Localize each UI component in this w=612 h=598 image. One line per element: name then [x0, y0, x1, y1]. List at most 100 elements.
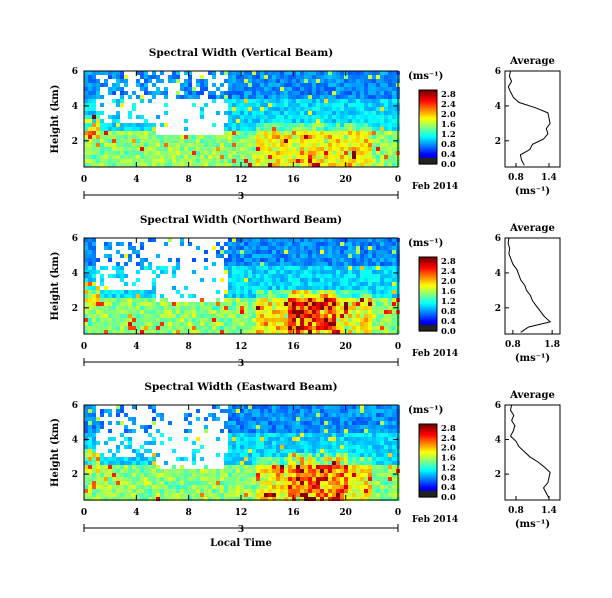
- heatmap-cell: [292, 262, 296, 266]
- heatmap-cell: [352, 485, 356, 489]
- heatmap-cell: [96, 417, 100, 421]
- colorbar-swatch: [419, 314, 437, 317]
- heatmap-cell: [264, 497, 268, 501]
- heatmap-cell: [204, 485, 208, 489]
- heatmap-cell: [280, 135, 284, 139]
- heatmap-cell: [256, 445, 260, 449]
- heatmap-cell: [388, 246, 392, 250]
- heatmap-cell: [332, 282, 336, 286]
- heatmap-cell: [364, 437, 368, 441]
- heatmap-cell: [320, 322, 324, 326]
- heatmap-cell: [340, 481, 344, 485]
- heatmap-cell: [256, 493, 260, 497]
- heatmap-cell: [244, 421, 248, 425]
- heatmap-cell: [248, 135, 252, 139]
- heatmap-cell: [364, 274, 368, 278]
- heatmap-cell: [144, 143, 148, 147]
- heatmap-cell: [248, 497, 252, 501]
- heatmap-cell: [308, 290, 312, 294]
- average-profile-line: [509, 404, 551, 499]
- heatmap-cell: [328, 489, 332, 493]
- heatmap-cell: [112, 485, 116, 489]
- heatmap-cell: [344, 119, 348, 123]
- heatmap-cell: [124, 469, 128, 473]
- heatmap-cell: [324, 139, 328, 143]
- heatmap-cell: [160, 155, 164, 159]
- heatmap-cell: [296, 497, 300, 501]
- heatmap-cell: [264, 163, 268, 167]
- heatmap-cell: [120, 469, 124, 473]
- heatmap-cell: [248, 159, 252, 163]
- heatmap-cell: [324, 99, 328, 103]
- heatmap-cell: [320, 147, 324, 151]
- heatmap-cell: [328, 298, 332, 302]
- heatmap-cell: [380, 278, 384, 282]
- heatmap-cell: [276, 91, 280, 95]
- heatmap-cell: [320, 477, 324, 481]
- heatmap-cell: [200, 135, 204, 139]
- heatmap-cell: [336, 159, 340, 163]
- colorbar-swatch: [419, 154, 437, 158]
- heatmap-cell: [128, 477, 132, 481]
- heatmap-cell: [308, 254, 312, 258]
- x-tick-label: 20: [339, 508, 352, 518]
- heatmap-cell: [308, 314, 312, 318]
- heatmap-cell: [384, 155, 388, 159]
- heatmap-cell: [160, 147, 164, 151]
- heatmap-cell: [372, 163, 376, 167]
- heatmap-cell: [260, 131, 264, 135]
- heatmap-cell: [160, 417, 164, 421]
- colorbar-swatch: [419, 127, 437, 130]
- heatmap-cell: [108, 497, 112, 501]
- colorbar-swatch: [419, 297, 437, 301]
- heatmap-cell: [220, 151, 224, 155]
- heatmap-cell: [184, 143, 188, 147]
- heatmap-cell: [308, 278, 312, 282]
- heatmap-cell: [284, 429, 288, 433]
- heatmap-cell: [364, 405, 368, 409]
- heatmap-cell: [340, 123, 344, 127]
- heatmap-cell: [384, 409, 388, 413]
- heatmap-cell: [284, 469, 288, 473]
- heatmap-cell: [104, 147, 108, 151]
- heatmap-cell: [288, 481, 292, 485]
- heatmap-cell: [244, 91, 248, 95]
- heatmap-cell: [124, 437, 128, 441]
- heatmap-cell: [248, 246, 252, 250]
- heatmap-cell: [244, 489, 248, 493]
- heatmap-cell: [268, 286, 272, 290]
- heatmap-cell: [376, 246, 380, 250]
- heatmap-cell: [388, 95, 392, 99]
- heatmap-cell: [228, 107, 232, 111]
- heatmap-cell: [320, 409, 324, 413]
- heatmap-cell: [156, 87, 160, 91]
- heatmap-cell: [132, 469, 136, 473]
- heatmap-cell: [116, 294, 120, 298]
- heatmap-cell: [380, 497, 384, 501]
- heatmap-cell: [316, 119, 320, 123]
- heatmap-cell: [316, 461, 320, 465]
- heatmap-cell: [196, 489, 200, 493]
- heatmap-cell: [160, 151, 164, 155]
- heatmap-cell: [348, 111, 352, 115]
- heatmap-cell: [384, 75, 388, 79]
- y-tick-label: 4: [72, 436, 78, 446]
- heatmap-cell: [288, 306, 292, 310]
- heatmap-cell: [132, 151, 136, 155]
- heatmap-cell: [208, 326, 212, 330]
- heatmap-cell: [92, 87, 96, 91]
- heatmap-cell: [304, 99, 308, 103]
- heatmap-cell: [88, 163, 92, 167]
- heatmap-cell: [136, 143, 140, 147]
- heatmap-cell: [256, 238, 260, 242]
- heatmap-cell: [384, 103, 388, 107]
- heatmap-cell: [392, 71, 396, 75]
- heatmap-cell: [380, 409, 384, 413]
- heatmap-cell: [324, 151, 328, 155]
- heatmap-cell: [112, 481, 116, 485]
- heatmap-cell: [356, 286, 360, 290]
- heatmap-cell: [148, 298, 152, 302]
- heatmap-cell: [300, 290, 304, 294]
- heatmap-cell: [100, 310, 104, 314]
- heatmap-cell: [160, 314, 164, 318]
